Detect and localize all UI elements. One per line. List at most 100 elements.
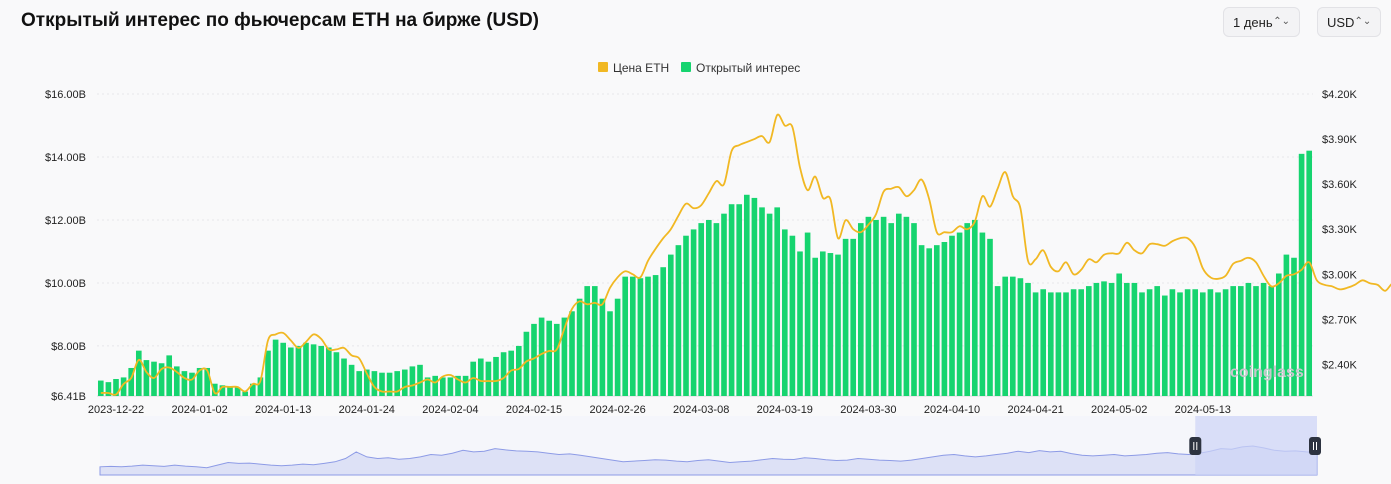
oi-bar[interactable] (287, 347, 294, 396)
navigator-handle-right[interactable] (1309, 437, 1321, 455)
oi-bar[interactable] (538, 317, 545, 396)
oi-bar[interactable] (880, 216, 887, 396)
oi-bar[interactable] (1002, 276, 1009, 396)
oi-bar[interactable] (113, 378, 119, 396)
interval-select[interactable]: 1 день ⌃⌄ (1223, 7, 1300, 37)
oi-bar[interactable] (857, 223, 864, 396)
oi-bar[interactable] (409, 366, 416, 396)
oi-bar[interactable] (911, 223, 917, 396)
oi-bar[interactable] (599, 298, 606, 396)
oi-bar[interactable] (690, 229, 697, 396)
oi-bar[interactable] (1199, 292, 1206, 396)
oi-bar[interactable] (1040, 289, 1047, 396)
oi-bar[interactable] (979, 232, 986, 396)
oi-bar[interactable] (105, 382, 112, 396)
navigator-window[interactable] (1195, 416, 1317, 475)
oi-bar[interactable] (698, 223, 705, 396)
oi-bar[interactable] (766, 213, 773, 396)
oi-bar[interactable] (394, 371, 401, 396)
oi-bar[interactable] (1207, 289, 1214, 396)
oi-bar[interactable] (1047, 292, 1054, 396)
oi-bar[interactable] (333, 352, 340, 396)
oi-bar[interactable] (812, 257, 819, 396)
oi-bar[interactable] (781, 229, 788, 396)
oi-bar[interactable] (607, 311, 613, 396)
oi-bar[interactable] (1177, 292, 1183, 396)
oi-bar[interactable] (1184, 289, 1191, 396)
oi-bar[interactable] (1298, 153, 1305, 396)
oi-bar[interactable] (303, 342, 309, 396)
oi-bar[interactable] (1230, 286, 1237, 396)
oi-bar[interactable] (1017, 278, 1024, 396)
oi-bar[interactable] (1275, 273, 1282, 396)
oi-bar[interactable] (1192, 289, 1199, 396)
oi-bar[interactable] (546, 320, 553, 396)
oi-bar[interactable] (97, 380, 104, 396)
oi-bar[interactable] (903, 216, 910, 396)
oi-bar[interactable] (447, 377, 454, 396)
oi-bar[interactable] (842, 238, 849, 396)
oi-bar[interactable] (743, 194, 750, 396)
oi-bar[interactable] (1032, 292, 1039, 396)
oi-bar[interactable] (728, 204, 735, 396)
oi-bar[interactable] (234, 387, 241, 396)
oi-bar[interactable] (1108, 282, 1115, 396)
oi-bar[interactable] (850, 238, 857, 396)
oi-bar[interactable] (1025, 282, 1031, 396)
oi-bar[interactable] (705, 219, 712, 396)
oi-bar[interactable] (1245, 282, 1252, 396)
oi-bar[interactable] (949, 235, 955, 396)
oi-bar[interactable] (622, 276, 629, 396)
oi-bar[interactable] (964, 223, 971, 396)
oi-bar[interactable] (1078, 289, 1085, 396)
oi-bar[interactable] (994, 286, 1001, 396)
oi-bar[interactable] (432, 375, 439, 396)
oi-bar[interactable] (242, 391, 249, 396)
oi-bar[interactable] (189, 372, 195, 396)
oi-bar[interactable] (462, 375, 469, 396)
oi-bar[interactable] (933, 245, 940, 396)
oi-bar[interactable] (660, 267, 667, 396)
oi-bar[interactable] (629, 276, 636, 396)
oi-bar[interactable] (325, 347, 332, 396)
oi-bar[interactable] (1116, 273, 1123, 396)
oi-bar[interactable] (371, 371, 378, 396)
legend-item-oi[interactable]: Открытый интерес (681, 61, 800, 75)
oi-bar[interactable] (865, 216, 872, 396)
oi-bar[interactable] (249, 383, 256, 396)
oi-bar[interactable] (143, 360, 150, 396)
oi-bar[interactable] (1283, 254, 1290, 396)
oi-bar[interactable] (987, 238, 993, 396)
oi-bar[interactable] (918, 245, 925, 396)
oi-bar[interactable] (895, 213, 902, 396)
oi-bar[interactable] (348, 364, 355, 396)
oi-bar[interactable] (751, 197, 758, 396)
oi-bar[interactable] (736, 204, 743, 396)
oi-bar[interactable] (576, 298, 583, 396)
oi-bar[interactable] (523, 331, 530, 396)
oi-bar[interactable] (789, 235, 796, 396)
currency-select[interactable]: USD ⌃⌄ (1317, 7, 1381, 37)
oi-bar[interactable] (455, 375, 461, 396)
oi-bar[interactable] (1101, 281, 1107, 396)
oi-bar[interactable] (211, 383, 218, 396)
oi-bar[interactable] (386, 372, 393, 396)
oi-bar[interactable] (1063, 292, 1069, 396)
oi-bar[interactable] (797, 251, 803, 396)
oi-bar[interactable] (1291, 257, 1297, 396)
oi-bar[interactable] (553, 323, 560, 396)
oi-bar[interactable] (1070, 289, 1077, 396)
oi-bar[interactable] (477, 358, 484, 396)
oi-bar[interactable] (1268, 286, 1275, 396)
oi-bar[interactable] (257, 377, 264, 396)
oi-bar[interactable] (1237, 286, 1244, 396)
oi-bar[interactable] (827, 253, 834, 396)
oi-bar[interactable] (835, 254, 841, 396)
oi-bar[interactable] (363, 369, 370, 396)
oi-bar[interactable] (417, 364, 423, 396)
oi-bar[interactable] (265, 350, 271, 396)
oi-bar[interactable] (341, 358, 347, 396)
oi-bar[interactable] (759, 207, 765, 396)
navigator-handle-left[interactable] (1189, 437, 1202, 455)
oi-bar[interactable] (1146, 289, 1153, 396)
